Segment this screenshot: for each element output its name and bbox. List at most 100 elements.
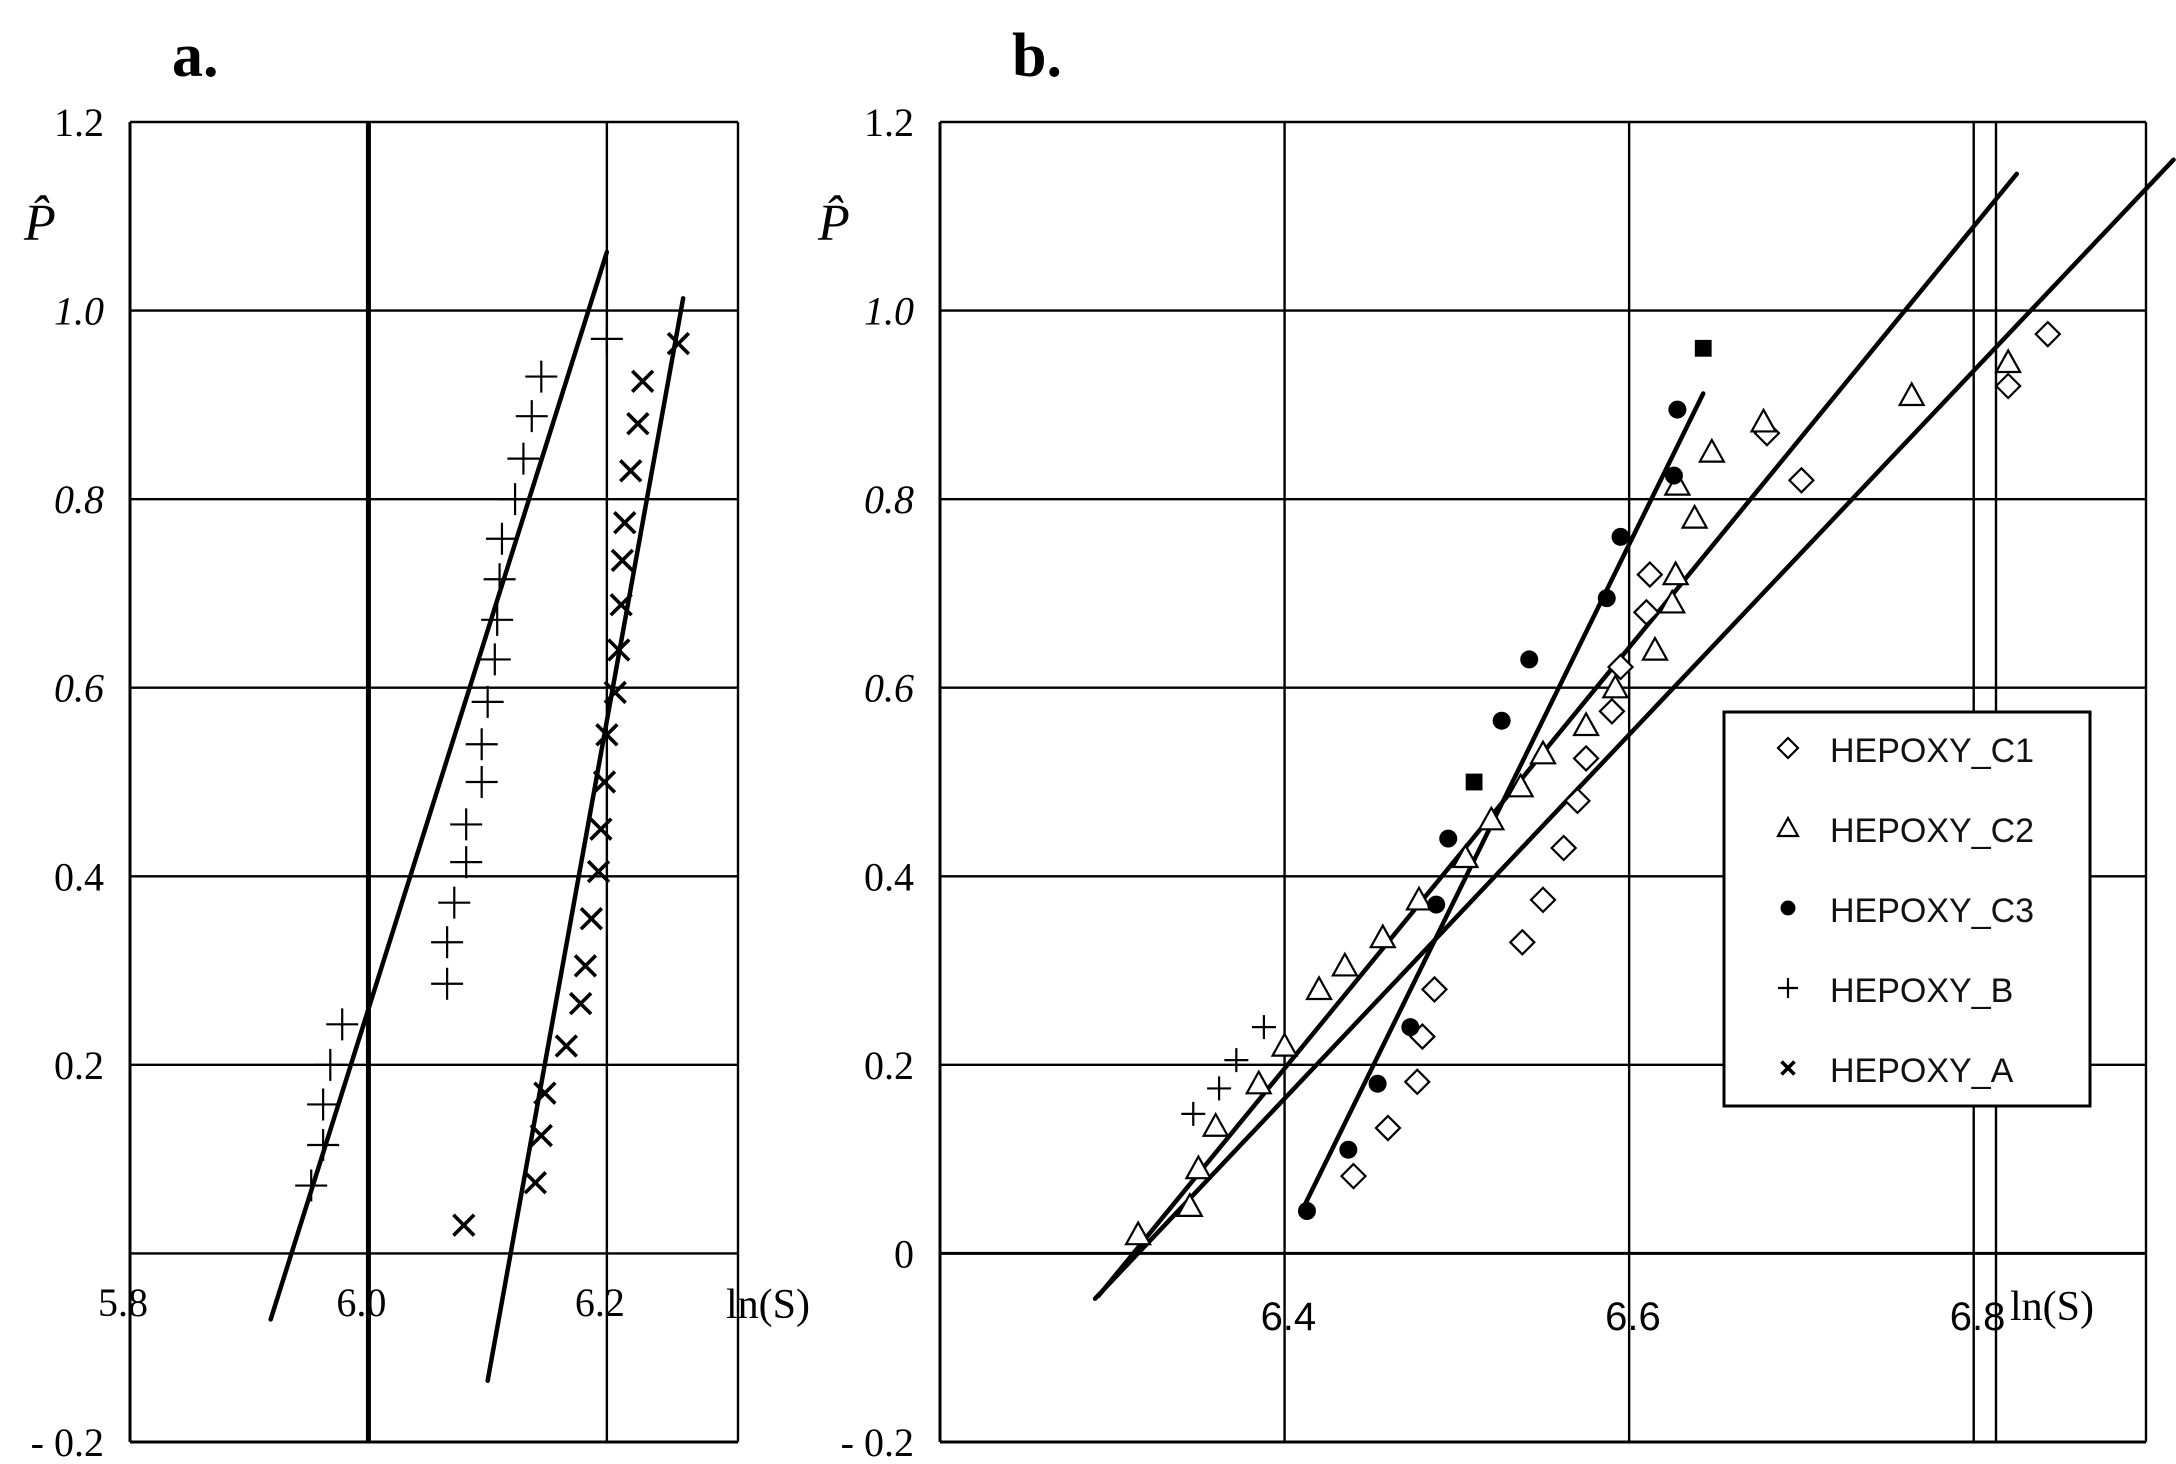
data-point-plus: [471, 685, 504, 718]
legend-entry-label: HEPOXY_C2: [1830, 812, 2034, 850]
data-point-triangle: [1641, 635, 1669, 661]
fit-line: [1092, 157, 2176, 1301]
data-point-x: [529, 1123, 553, 1148]
data-point-plus: [307, 1129, 340, 1161]
data-point-triangle: [1405, 885, 1433, 911]
panel-a-fit-lines: [268, 249, 686, 1383]
data-point-plus: [431, 967, 464, 1000]
data-point-triangle: [1697, 437, 1726, 463]
data-point-dot: [1611, 527, 1630, 546]
data-point-x: [533, 1081, 557, 1105]
data-point-diamond: [1636, 561, 1664, 589]
fit-line: [1299, 391, 1706, 1214]
data-point-x: [595, 723, 619, 747]
data-point-triangle: [1601, 673, 1630, 699]
data-point-dot: [1492, 711, 1511, 730]
legend-marker-dot: [1780, 900, 1796, 916]
data-point-plus: [1224, 1048, 1249, 1073]
data-point-x: [523, 1171, 548, 1195]
panel-b-legend: HEPOXY_C1 HEPOXY_C2 HEPOXY_C3 HEPOXY_B HEPOX…: [1722, 710, 2092, 1108]
data-point-plus: [431, 926, 464, 959]
data-point-dot: [1664, 466, 1683, 485]
data-point-triangle: [1749, 407, 1778, 433]
data-point-triangle: [1184, 1154, 1213, 1180]
data-point-x: [586, 859, 611, 884]
data-point-diamond: [1529, 886, 1557, 914]
y-tick-label: 0.8: [864, 477, 914, 522]
data-point-plus: [465, 728, 498, 761]
data-point-x: [619, 459, 643, 483]
data-point-plus: [590, 322, 623, 355]
legend-marker-diamond: [1776, 736, 1800, 760]
data-point-plus: [314, 1048, 347, 1081]
y-tick-label: - 0.2: [841, 1420, 914, 1464]
data-point-triangle: [1529, 739, 1557, 765]
data-point-dot: [1439, 829, 1458, 848]
data-point-square: [1694, 339, 1712, 357]
data-point-triangle: [1658, 588, 1687, 614]
data-point-dot: [1339, 1140, 1358, 1159]
panel-a-x-tick-labels: 5.8 6.0 6.2: [98, 1280, 625, 1325]
x-tick-label: 6.4: [1261, 1295, 1317, 1339]
data-point-x: [592, 770, 617, 794]
data-point-plus: [481, 603, 514, 636]
y-tick-label: 0.6: [54, 666, 104, 711]
data-point-dot: [1597, 589, 1616, 608]
panel-b-x-tick-labels: 6.4 6.6 6.8: [1261, 1295, 2006, 1339]
y-tick-label: 0.6: [864, 666, 914, 711]
y-tick-label: 0.8: [54, 477, 104, 522]
fit-line: [268, 249, 610, 1322]
y-tick-label: - 0.2: [31, 1420, 104, 1464]
data-point-plus: [507, 442, 540, 475]
fit-line: [1096, 171, 2020, 1299]
legend-entry-label: HEPOXY_C3: [1830, 892, 2034, 930]
data-point-x: [610, 548, 635, 573]
data-point-triangle: [1270, 1031, 1299, 1057]
y-tick-label: 0.2: [864, 1043, 914, 1088]
data-point-x: [626, 412, 650, 436]
data-point-triangle: [1201, 1111, 1230, 1137]
data-point-diamond: [1403, 1068, 1431, 1096]
y-tick-label: 0: [894, 1231, 914, 1276]
data-point-diamond: [1632, 598, 1660, 626]
data-point-triangle: [1175, 1192, 1204, 1217]
y-tick-label: 1.2: [54, 100, 104, 145]
panel-a-label: a.: [172, 22, 219, 90]
x-tick-label: 6.6: [1605, 1295, 1661, 1339]
data-point-x: [607, 638, 631, 662]
data-point-triangle: [1572, 711, 1600, 737]
data-point-plus: [295, 1169, 328, 1202]
legend-entry-label: HEPOXY_B: [1830, 972, 2013, 1010]
data-point-dot: [1297, 1202, 1316, 1220]
x-tick-label: 6.8: [1950, 1295, 2006, 1339]
data-point-diamond: [1598, 697, 1626, 725]
data-point-plus: [499, 483, 532, 516]
panel-b-markers: [1124, 320, 2062, 1246]
legend-entry-label: HEPOXY_A: [1830, 1052, 2014, 1090]
y-tick-label: 1.0: [54, 289, 104, 334]
fit-line: [485, 296, 686, 1383]
panel-a-y-tick-labels: 1.2 1.0 0.8 0.6 0.4 0.2 - 0.2: [31, 100, 104, 1464]
y-tick-label: 0.4: [54, 854, 104, 899]
data-point-dot: [1668, 400, 1687, 419]
y-tick-label: 1.2: [864, 100, 914, 145]
panel-a-markers: [295, 322, 691, 1237]
data-point-square: [1465, 773, 1483, 791]
data-point-triangle: [1680, 503, 1709, 529]
data-point-x: [603, 680, 627, 705]
data-point-triangle: [1451, 843, 1480, 869]
data-point-triangle: [1897, 381, 1926, 407]
legend-marker-plus: [1778, 978, 1798, 998]
data-point-x: [568, 991, 593, 1016]
panel-a: a. 1.21.00.80.60.40.2- 0.2 5.8 6.0 6.2 P̂ …: [23, 22, 810, 1464]
x-tick-label: 6.2: [575, 1280, 625, 1325]
data-point-triangle: [1506, 772, 1535, 798]
panel-b-label: b.: [1012, 22, 1062, 90]
data-point-x: [609, 593, 633, 617]
data-point-diamond: [1374, 1114, 1402, 1142]
data-point-plus: [450, 808, 483, 841]
data-point-triangle: [1305, 975, 1333, 1001]
legend-marker-triangle: [1776, 815, 1800, 838]
y-tick-label: 0.4: [864, 854, 914, 899]
data-point-x: [613, 511, 637, 535]
